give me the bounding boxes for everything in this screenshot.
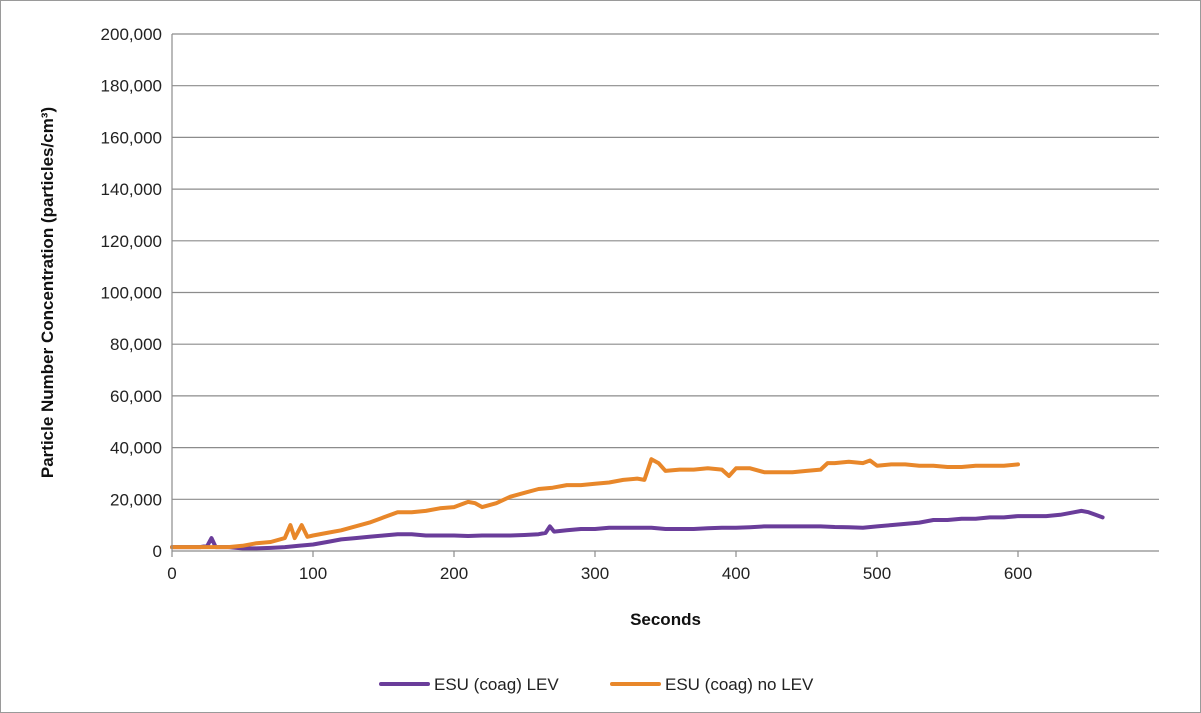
legend-label: ESU (coag) LEV [434, 675, 559, 694]
y-tick-labels: 0 20,000 40,000 60,000 80,000 100,000 120,000 1… [101, 25, 162, 561]
y-tick-label: 0 [153, 542, 162, 561]
series-lines [170, 457, 1105, 551]
y-tick-label: 80,000 [110, 335, 162, 354]
x-axis-title: Seconds [630, 610, 701, 629]
y-axis-title: Particle Number Concentration (particles… [38, 107, 57, 478]
y-tick-label: 200,000 [101, 25, 162, 44]
y-tick-label: 100,000 [101, 284, 162, 303]
y-tick-label: 160,000 [101, 128, 162, 147]
legend: ESU (coag) LEV ESU (coag) no LEV [379, 675, 814, 694]
axes [171, 34, 1159, 557]
y-tick-label: 20,000 [110, 490, 162, 509]
x-tick-label: 400 [722, 564, 750, 583]
y-tick-label: 180,000 [101, 77, 162, 96]
x-tick-label: 500 [863, 564, 891, 583]
gridlines [172, 33, 1159, 500]
series-line-2 [170, 457, 1020, 550]
series-line-1 [170, 508, 1105, 551]
y-tick-label: 140,000 [101, 180, 162, 199]
y-tick-label: 40,000 [110, 439, 162, 458]
legend-label: ESU (coag) no LEV [665, 675, 814, 694]
y-tick-label: 60,000 [110, 387, 162, 406]
x-tick-label: 100 [299, 564, 327, 583]
x-tick-label: 200 [440, 564, 468, 583]
x-tick-labels: 0 100 200 300 400 500 600 [167, 564, 1032, 583]
x-tick-label: 300 [581, 564, 609, 583]
x-tick-label: 0 [167, 564, 176, 583]
x-tick-label: 600 [1004, 564, 1032, 583]
y-tick-label: 120,000 [101, 232, 162, 251]
